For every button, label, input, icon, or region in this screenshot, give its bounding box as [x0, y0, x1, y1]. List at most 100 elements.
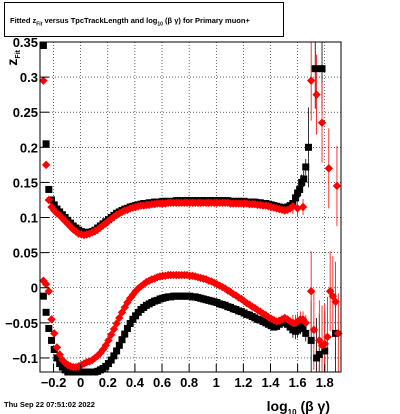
data-point-black — [311, 65, 319, 73]
data-point-black — [121, 330, 129, 338]
x-tick-label: 0.6 — [153, 375, 171, 390]
data-point-black — [110, 352, 118, 360]
data-point-red — [324, 164, 333, 173]
data-point-black — [304, 143, 312, 151]
data-point-black — [294, 326, 302, 334]
data-point-red — [52, 209, 62, 218]
x-axis-ticks: −0.2 0 0.2 0.4 0.6 0.8 1 1.2 1.4 1.6 1.8 — [41, 364, 334, 390]
chart-title: Fitted zFit versus TpcTrackLength and lo… — [4, 2, 284, 37]
data-point-black — [45, 185, 53, 193]
y-tick-label: 0.05 — [13, 246, 38, 261]
data-point-red — [63, 219, 72, 229]
data-point-black — [50, 201, 58, 209]
title-suffix: (β γ) for Primary muon+ — [162, 16, 250, 25]
data-point-black — [321, 347, 329, 355]
y-tick-label: 0.1 — [20, 211, 38, 226]
data-point-red — [44, 195, 54, 205]
data-point-black — [123, 324, 131, 332]
y-tick-label: −0.05 — [5, 316, 38, 331]
data-point-red — [306, 76, 316, 85]
data-point-red — [301, 318, 310, 328]
x-tick-label: 1.8 — [316, 375, 334, 390]
data-point-black — [318, 65, 326, 73]
data-point-black — [42, 308, 50, 316]
data-point-black — [307, 336, 315, 344]
data-point-red — [309, 325, 319, 335]
data-point-red — [231, 291, 241, 300]
data-point-red — [47, 202, 56, 212]
data-point-red — [98, 345, 108, 354]
timestamp: Thu Sep 22 07:51:02 2022 — [4, 400, 95, 409]
data-point-red — [98, 221, 108, 230]
x-axis-label: log10 (β γ) — [267, 398, 330, 414]
y-tick-label: −0.1 — [12, 351, 38, 366]
data-point-red — [41, 160, 51, 170]
x-tick-label: −0.2 — [41, 375, 67, 390]
data-point-black — [292, 194, 300, 202]
data-point-black — [45, 324, 53, 332]
data-point-red — [88, 355, 97, 365]
data-point-black — [126, 320, 134, 328]
data-point-red — [334, 329, 343, 338]
data-point-red — [41, 280, 51, 289]
y-tick-label: 0.15 — [13, 175, 38, 190]
plot-frame — [39, 41, 342, 373]
y-tick-label: 0.2 — [20, 140, 38, 155]
data-point-black — [300, 175, 308, 183]
data-point-red — [39, 76, 48, 85]
x-tick-label: 0.8 — [180, 375, 198, 390]
x-tick-label: 1.4 — [261, 375, 280, 390]
data-point-red — [298, 202, 308, 212]
data-point-red — [44, 287, 54, 296]
data-point-red — [306, 287, 316, 296]
data-point-black — [118, 336, 126, 344]
data-point-black — [296, 185, 304, 193]
data-point-red — [312, 90, 321, 99]
y-tick-label: 0 — [31, 281, 38, 296]
data-point-black — [56, 360, 64, 368]
data-point-black — [39, 292, 47, 300]
data-point-black — [42, 140, 50, 148]
data-point-black — [298, 178, 306, 186]
data-point-black — [48, 336, 56, 344]
data-point-red — [52, 343, 62, 352]
data-point-black — [302, 329, 310, 337]
data-points — [39, 42, 343, 376]
data-point-black — [129, 315, 137, 323]
y-tick-label: 0.35 — [13, 35, 38, 50]
data-point-red — [47, 315, 56, 324]
data-point-black — [39, 42, 47, 50]
data-point-black — [53, 354, 61, 362]
data-point-black — [299, 324, 307, 332]
data-point-black — [113, 347, 121, 355]
y-tick-label: 0.25 — [13, 105, 38, 120]
data-point-red — [323, 332, 332, 342]
data-point-black — [107, 356, 115, 364]
data-point-red — [55, 350, 64, 359]
data-point-red — [317, 118, 327, 127]
data-point-black — [313, 354, 321, 362]
data-point-black — [115, 341, 123, 349]
x-tick-label: 1.2 — [234, 375, 252, 390]
data-point-red — [66, 222, 75, 231]
data-point-red — [332, 181, 342, 191]
data-point-red — [331, 297, 340, 306]
x-tick-label: 0.4 — [126, 375, 145, 390]
title-subscript-fit: Fit — [36, 21, 43, 28]
data-point-black — [104, 360, 112, 368]
data-point-red — [128, 290, 138, 299]
y-tick-label: 0.3 — [20, 70, 38, 85]
data-point-red — [58, 214, 67, 223]
data-point-red — [50, 329, 59, 338]
x-tick-label: 0.2 — [99, 375, 117, 390]
data-point-red — [104, 336, 113, 345]
data-point-red — [109, 324, 119, 334]
data-point-black — [315, 350, 323, 358]
data-point-black — [294, 189, 302, 197]
title-subscript-10: 10 — [157, 21, 163, 28]
y-axis-ticks: −0.1 −0.05 0 0.05 0.1 0.15 0.2 0.25 0.3 0.35 — [5, 35, 49, 366]
x-tick-label: 1 — [213, 375, 220, 390]
title-middle: versus TpcTrackLength and log — [42, 16, 158, 25]
data-point-black — [132, 312, 140, 320]
